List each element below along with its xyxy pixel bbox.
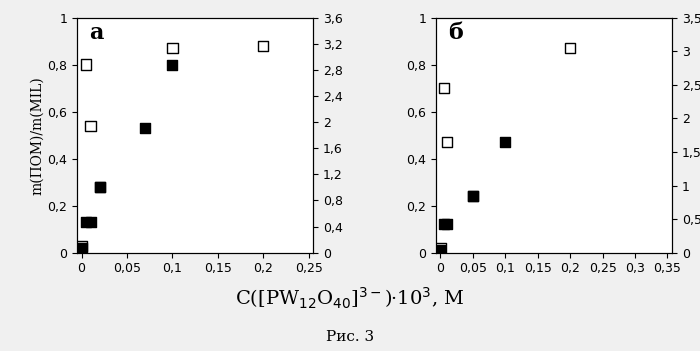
Text: a: a <box>89 22 103 44</box>
Text: б: б <box>448 22 463 44</box>
Y-axis label: m(ПОМ)/m(MIL): m(ПОМ)/m(MIL) <box>31 76 45 194</box>
Point <box>85 219 96 225</box>
Point <box>167 45 178 51</box>
Point <box>441 139 452 145</box>
Point <box>76 243 87 249</box>
Point <box>435 247 446 253</box>
Point <box>139 125 150 131</box>
Point <box>435 245 446 251</box>
Point <box>80 62 92 67</box>
Point <box>468 193 479 199</box>
Text: Рис. 3: Рис. 3 <box>326 330 374 344</box>
Point <box>468 193 479 199</box>
Point <box>438 222 449 227</box>
Point <box>85 123 96 128</box>
Point <box>76 245 87 251</box>
Point <box>167 62 178 67</box>
Point <box>500 139 511 145</box>
Point <box>438 85 449 91</box>
Point <box>441 222 452 227</box>
Text: C([PW$_{12}$O$_{40}$]$^{3-}$)·10$^{3}$, М: C([PW$_{12}$O$_{40}$]$^{3-}$)·10$^{3}$, … <box>235 286 465 311</box>
Point <box>94 184 105 190</box>
Point <box>80 219 92 225</box>
Point <box>565 45 576 51</box>
Point <box>94 184 105 190</box>
Point <box>258 43 269 48</box>
